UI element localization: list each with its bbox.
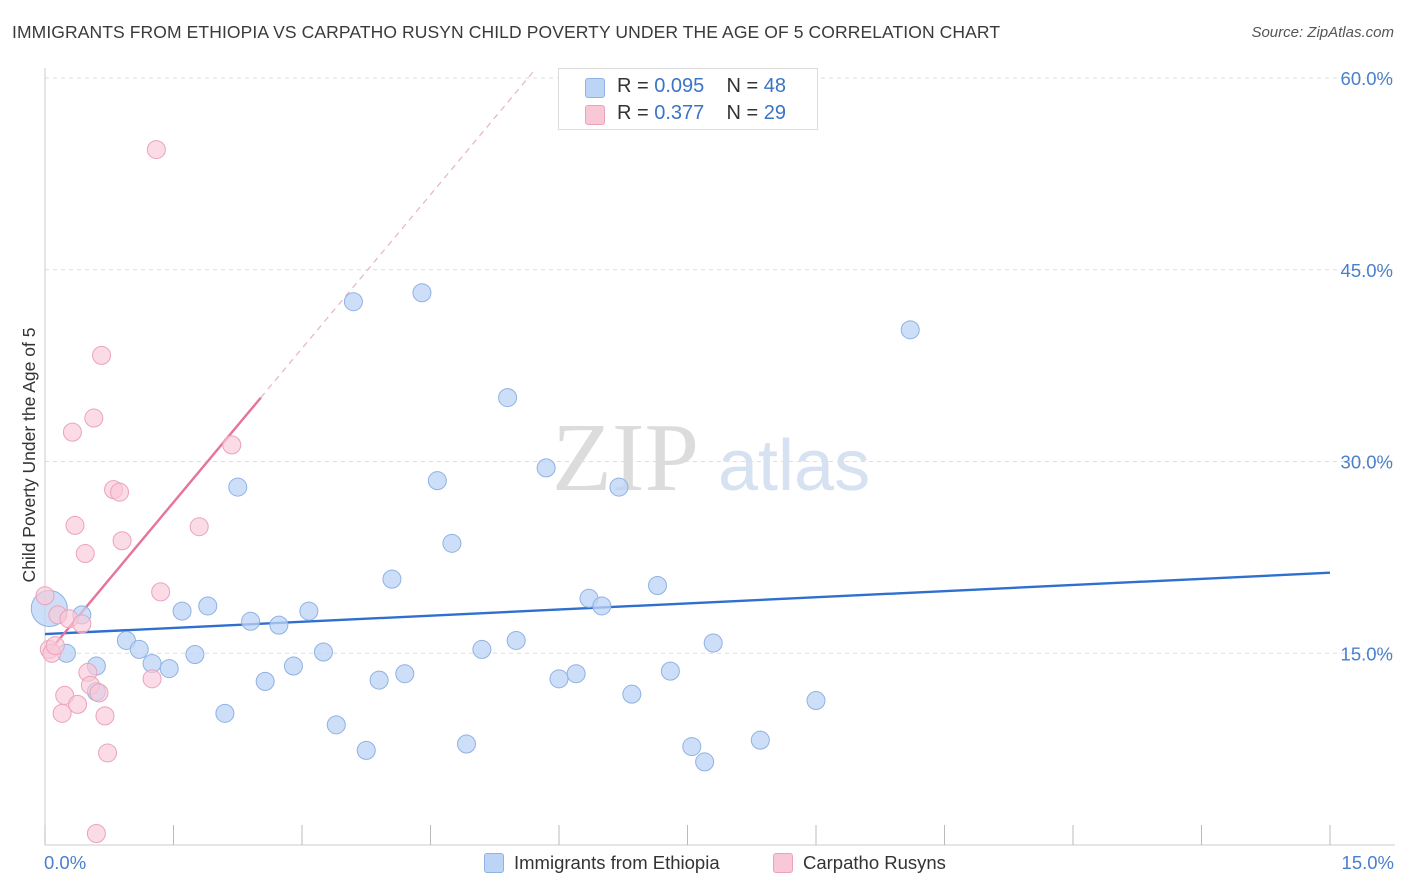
bottom-legend-label-ethiopia: Immigrants from Ethiopia [514, 852, 720, 873]
ethiopia-point [215, 703, 235, 723]
ethiopia-point [313, 642, 333, 662]
ethiopia-point [299, 601, 319, 621]
rusyn-point [112, 531, 132, 551]
legend-n-value: 48 [763, 75, 787, 97]
ethiopia-point [369, 670, 389, 690]
y-tick-label: 60.0% [1341, 68, 1393, 89]
ethiopia-point [506, 630, 526, 650]
ethiopia-point [241, 611, 261, 631]
ethiopia-point [255, 671, 275, 691]
rusyn-point [189, 517, 209, 537]
ethiopia-point [412, 283, 432, 303]
rusyn-point [75, 544, 95, 564]
points-layer [30, 140, 920, 843]
axis-layer [44, 68, 1395, 846]
ethiopia-point [356, 740, 376, 760]
rusyn-point [68, 694, 88, 714]
ethiopia-point [343, 292, 363, 312]
ethiopia-point [549, 669, 569, 689]
rusyn-trendline-extension [260, 71, 534, 398]
rusyn-point [65, 515, 85, 535]
ethiopia-point [660, 661, 680, 681]
rusyn-point [62, 422, 82, 442]
ethiopia-point [326, 715, 346, 735]
ethiopia-point [172, 601, 192, 621]
ethiopia-point [472, 639, 492, 659]
ethiopia-point [283, 656, 303, 676]
ethiopia-point [703, 633, 723, 653]
ethiopia-point [129, 639, 149, 659]
chart-title: IMMIGRANTS FROM ETHIOPIA VS CARPATHO RUS… [12, 22, 1001, 42]
ethiopia-point [228, 477, 248, 497]
source-label: Source: ZipAtlas.com [1251, 24, 1394, 41]
ethiopia-point [382, 569, 402, 589]
rusyn-point [92, 345, 112, 365]
ethiopia-point [682, 737, 702, 757]
ethiopia-point [609, 477, 629, 497]
x-tick-label-min: 0.0% [44, 852, 87, 873]
legend-r-label: R = [617, 102, 655, 124]
ethiopia-point [648, 575, 668, 595]
rusyn-point [146, 140, 166, 160]
rusyn-point [89, 683, 109, 703]
ethiopia-trendline [44, 571, 1331, 636]
ethiopia-point [806, 691, 826, 711]
bottom-legend-ethiopia: Immigrants from Ethiopia [484, 852, 720, 874]
watermark-zip: ZIP [552, 404, 699, 512]
ethiopia-point [498, 388, 518, 408]
ethiopia-point [159, 659, 179, 679]
rusyn-point [95, 706, 115, 726]
ethiopia-point [536, 458, 556, 478]
legend-n-label: N = [726, 102, 764, 124]
bottom-legend-swatch-blue [484, 853, 504, 873]
legend-n-value: 29 [763, 102, 787, 124]
ethiopia-point [269, 615, 289, 635]
rusyn-point [142, 669, 162, 689]
legend-r-value: 0.377 [654, 102, 705, 124]
legend-r-label: R = [617, 75, 655, 97]
rusyn-point [35, 586, 55, 606]
ethiopia-point [427, 471, 447, 491]
ethiopia-point [592, 596, 612, 616]
rusyn-point [45, 636, 65, 656]
watermark-atlas: atlas [718, 426, 870, 506]
trend-layer [44, 71, 1331, 655]
y-tick-labels: 15.0% 30.0% 45.0% 60.0% [1341, 68, 1393, 664]
rusyn-point [151, 582, 171, 602]
ethiopia-point [456, 734, 476, 754]
ethiopia-point [442, 533, 462, 553]
bottom-legend-rusyn: Carpatho Rusyns [773, 852, 946, 874]
ethiopia-point [395, 664, 415, 684]
stats-legend: R = 0.095 N = 48 R = 0.377 N = 29 [558, 68, 818, 130]
bottom-legend-label-rusyn: Carpatho Rusyns [803, 852, 946, 873]
rusyn-point [86, 823, 106, 843]
ethiopia-point [695, 752, 715, 772]
grid-layer [45, 77, 1395, 654]
bottom-legend-swatch-pink [773, 853, 793, 873]
legend-n-label: N = [726, 75, 764, 97]
y-tick-label: 30.0% [1341, 452, 1393, 473]
rusyn-point [222, 435, 242, 455]
x-tick-label-max: 15.0% [1341, 852, 1394, 873]
rusyn-point [98, 743, 118, 763]
ethiopia-point [198, 596, 218, 616]
y-tick-label: 45.0% [1341, 260, 1393, 281]
y-axis-label: Child Poverty Under the Age of 5 [19, 328, 39, 583]
rusyn-point [110, 482, 130, 502]
ethiopia-point [750, 730, 770, 750]
ethiopia-point [185, 645, 205, 665]
legend-swatch-blue [585, 78, 605, 98]
ethiopia-point [900, 320, 920, 340]
y-tick-label: 15.0% [1341, 643, 1393, 664]
rusyn-point [84, 408, 104, 428]
rusyn-point [72, 614, 92, 634]
legend-r-value: 0.095 [654, 75, 705, 97]
ethiopia-point [566, 664, 586, 684]
legend-swatch-pink [585, 105, 605, 125]
ethiopia-point [622, 684, 642, 704]
